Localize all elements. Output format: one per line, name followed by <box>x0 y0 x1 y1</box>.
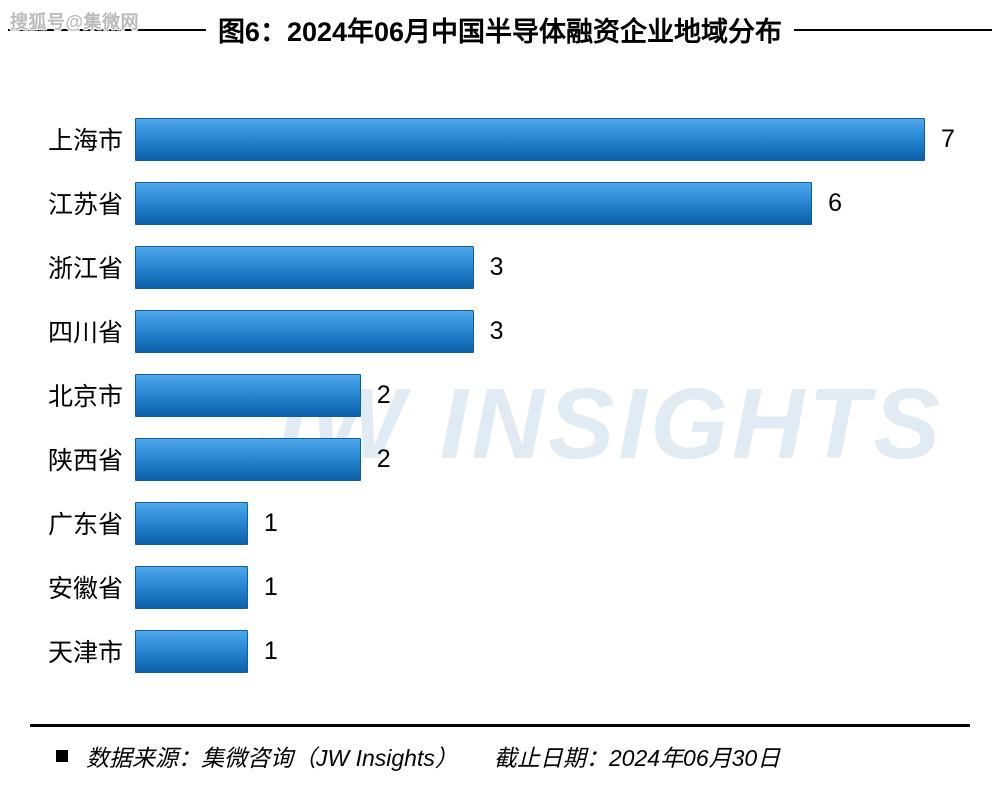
bar-label: 江苏省 <box>30 185 135 221</box>
bar-row: 安徽省 1 <box>30 555 970 619</box>
bar-row: 陕西省 2 <box>30 427 970 491</box>
footer-text: 数据来源：集微咨询（JW Insights） 截止日期：2024年06月30日 <box>30 739 970 773</box>
bar-fill <box>135 566 248 609</box>
bar-label: 广东省 <box>30 505 135 541</box>
bar-value: 1 <box>264 509 278 538</box>
footer: 数据来源：集微咨询（JW Insights） 截止日期：2024年06月30日 <box>0 724 1000 773</box>
bar-track: 7 <box>135 118 970 161</box>
bar-track: 1 <box>135 502 970 545</box>
bars-container: 上海市 7 江苏省 6 浙江省 3 四川省 3 北京市 2 陕西省 2 广东省 1 安徽省 1 天津市 1 <box>30 107 970 683</box>
source-watermark: 搜狐号@集微网 <box>10 8 139 34</box>
bar-row: 上海市 7 <box>30 107 970 171</box>
bar-row: 江苏省 6 <box>30 171 970 235</box>
bar-track: 3 <box>135 310 970 353</box>
date-label: 截止日期：2024年06月30日 <box>494 739 780 773</box>
bar-track: 1 <box>135 630 970 673</box>
bar-value: 1 <box>264 637 278 666</box>
bar-fill <box>135 438 361 481</box>
bar-label: 陕西省 <box>30 441 135 477</box>
bar-row: 天津市 1 <box>30 619 970 683</box>
bar-fill <box>135 118 925 161</box>
bar-row: 四川省 3 <box>30 299 970 363</box>
bar-row: 广东省 1 <box>30 491 970 555</box>
bullet-icon <box>56 750 68 762</box>
bar-label: 浙江省 <box>30 249 135 285</box>
bar-fill <box>135 630 248 673</box>
bar-track: 2 <box>135 438 970 481</box>
bar-fill <box>135 374 361 417</box>
bar-label: 北京市 <box>30 377 135 413</box>
bar-value: 3 <box>490 253 504 282</box>
chart-area: JW INSIGHTS 上海市7江苏省6浙江省3四川省3北京市2陕西省2广东省1… <box>30 107 970 717</box>
bar-fill <box>135 246 474 289</box>
chart-title: 图6：2024年06月中国半导体融资企业地域分布 <box>214 10 786 49</box>
bar-fill <box>135 310 474 353</box>
bar-track: 2 <box>135 374 970 417</box>
bar-label: 上海市 <box>30 121 135 157</box>
bar-label: 安徽省 <box>30 569 135 605</box>
bar-fill <box>135 502 248 545</box>
bar-value: 3 <box>490 317 504 346</box>
bar-label: 四川省 <box>30 313 135 349</box>
bar-value: 2 <box>377 381 391 410</box>
bar-fill <box>135 182 812 225</box>
bar-value: 1 <box>264 573 278 602</box>
bar-value: 6 <box>828 189 842 218</box>
bar-row: 浙江省 3 <box>30 235 970 299</box>
bar-track: 1 <box>135 566 970 609</box>
bar-track: 3 <box>135 246 970 289</box>
bar-track: 6 <box>135 182 970 225</box>
bar-value: 2 <box>377 445 391 474</box>
bar-value: 7 <box>941 125 955 154</box>
bar-row: 北京市 2 <box>30 363 970 427</box>
title-row: 图6：2024年06月中国半导体融资企业地域分布 <box>0 0 1000 57</box>
source-label: 数据来源：集微咨询（JW Insights） <box>86 739 458 773</box>
footer-divider <box>30 724 970 727</box>
bar-label: 天津市 <box>30 633 135 669</box>
